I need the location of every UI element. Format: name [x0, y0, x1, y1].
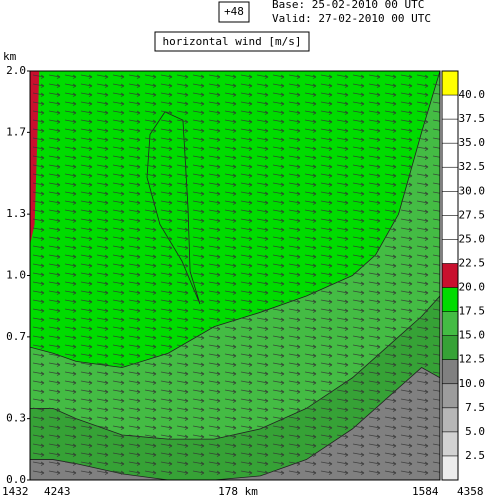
colorbar-cell — [442, 215, 458, 240]
colorbar-cell — [442, 263, 458, 288]
colorbar-label: 22.5 — [459, 256, 486, 269]
colorbar-label: 30.0 — [459, 184, 486, 197]
colorbar-label: 25.0 — [459, 232, 486, 245]
colorbar-label: 7.5 — [465, 401, 485, 414]
colorbar-frame — [441, 70, 459, 481]
colorbar-cell — [442, 455, 458, 480]
plot-area — [29, 70, 441, 481]
y-tick-label: 0.3 — [6, 412, 26, 425]
base-time: Base: 25-02-2010 00 UTC — [272, 0, 424, 11]
colorbar-cell — [442, 431, 458, 456]
colorbar-label: 20.0 — [459, 281, 486, 294]
colorbar-label: 35.0 — [459, 136, 486, 149]
colorbar-cell — [442, 407, 458, 432]
title-box — [154, 31, 310, 52]
x-end-label: 1432 — [2, 485, 29, 498]
colorbar-label: 37.5 — [459, 112, 486, 125]
y-tick-label: 1.0 — [6, 269, 26, 282]
colorbar-cell — [442, 335, 458, 360]
colorbar-label: 2.5 — [465, 449, 485, 462]
wind-vectors — [30, 71, 440, 480]
colorbar-label: 27.5 — [459, 208, 486, 221]
colorbar-label: 10.0 — [459, 377, 486, 390]
y-tick-label: 0.0 — [6, 473, 26, 486]
colorbar-cell — [442, 239, 458, 264]
y-axis-label: km — [3, 50, 17, 63]
y-tick-label: 1.7 — [6, 125, 26, 138]
colorbar-cell — [442, 71, 458, 96]
colorbar-label: 15.0 — [459, 329, 486, 342]
y-tick-label: 1.3 — [6, 207, 26, 220]
colorbar-cell — [442, 95, 458, 120]
colorbar-cell — [442, 143, 458, 168]
colorbar-cell — [442, 119, 458, 144]
colorbar-label: 40.0 — [459, 88, 486, 101]
forecast-box — [218, 1, 250, 23]
x-end-label: 4243 — [44, 485, 71, 498]
colorbar-cell — [442, 359, 458, 384]
colorbar-cell — [442, 191, 458, 216]
colorbar-label: 5.0 — [465, 425, 485, 438]
valid-time: Valid: 27-02-2010 00 UTC — [272, 12, 431, 25]
colorbar-cell — [442, 287, 458, 312]
y-tick-label: 2.0 — [6, 64, 26, 77]
x-axis-label: 178 km — [218, 485, 258, 498]
chart-title: horizontal wind [m/s] — [162, 35, 301, 48]
x-end-label: 4358 — [457, 485, 484, 498]
y-tick-label: 0.7 — [6, 330, 26, 343]
forecast: +48 — [224, 5, 244, 18]
colorbar-label: 17.5 — [459, 305, 486, 318]
colorbar-label: 32.5 — [459, 160, 486, 173]
colorbar-cell — [442, 167, 458, 192]
colorbar-cell — [442, 311, 458, 336]
colorbar-label: 12.5 — [459, 353, 486, 366]
x-end-label: 1584 — [412, 485, 439, 498]
colorbar-cell — [442, 383, 458, 408]
